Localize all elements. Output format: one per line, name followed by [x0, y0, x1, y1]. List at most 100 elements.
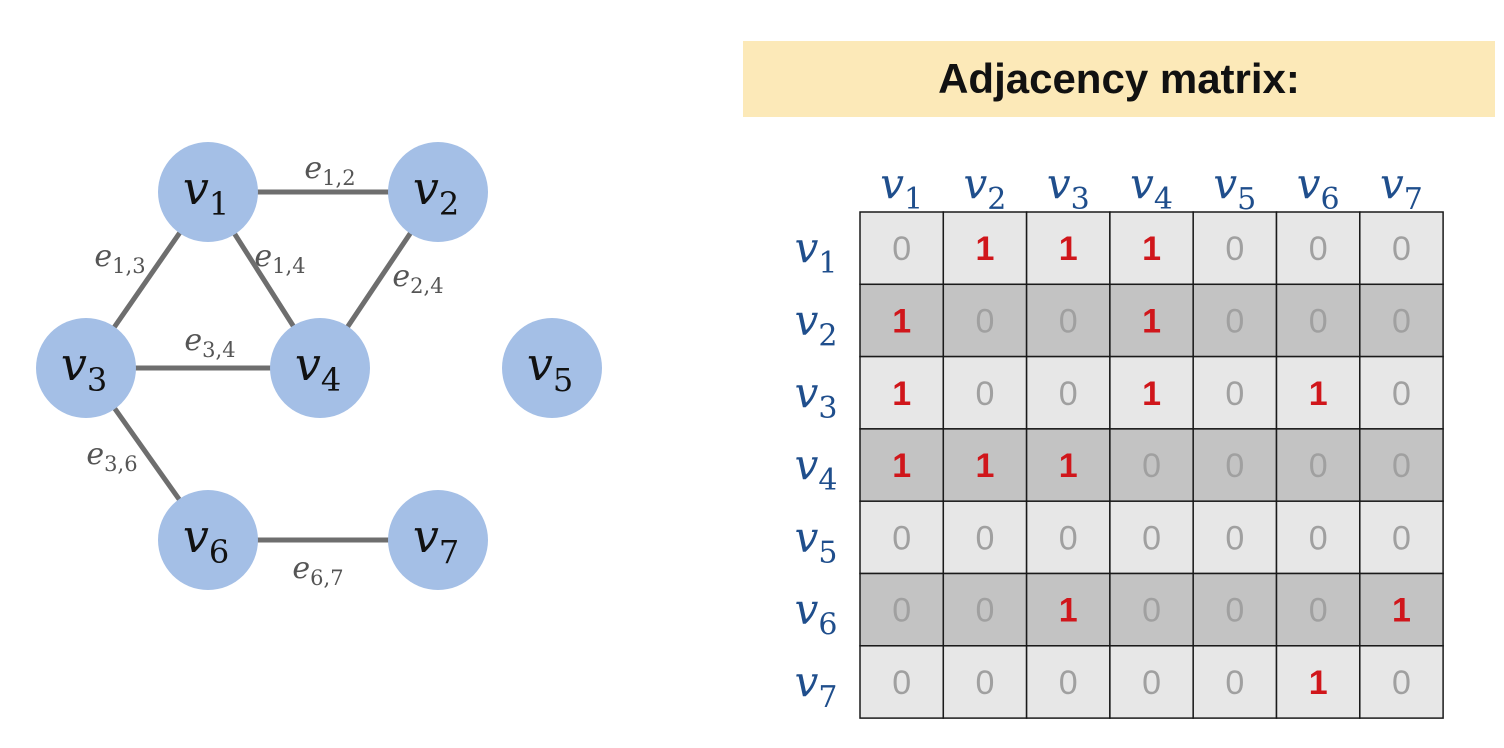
matrix-cell-value: 1: [975, 447, 994, 485]
matrix-cell-value: 0: [1059, 519, 1078, 557]
matrix-cell-bg: [859, 283, 945, 358]
edge-label-1-2: e1,2: [304, 151, 355, 190]
matrix-row: 1 0 0 1 0 0 0: [859, 283, 1444, 358]
nodes-layer: v1 v2 v3 v4 v5 v6 v7: [36, 142, 602, 590]
matrix-cell-bg: [942, 211, 1028, 286]
edge-label-3-6: e3,6: [86, 437, 137, 476]
matrix-cell-value: 0: [1225, 302, 1244, 340]
matrix-cell-bg: [1109, 355, 1194, 430]
matrix-cell-value: 0: [975, 302, 994, 340]
node-circle: [388, 142, 488, 242]
node-v1: v1: [158, 142, 258, 242]
matrix-cell-value: 1: [1059, 592, 1078, 630]
edge-label-2-4: e2,4: [392, 259, 443, 298]
matrix-cell-bg: [859, 645, 945, 719]
matrix-cell-value: 0: [1392, 230, 1411, 268]
matrix-row-label-v4: v4: [795, 440, 838, 498]
node-v3: v3: [36, 318, 136, 418]
matrix-cell-value: 0: [975, 664, 994, 702]
matrix-row-label-v3: v3: [795, 368, 838, 426]
matrix-col-label-v5: v5: [1213, 159, 1256, 217]
node-label-v1: v1: [183, 161, 229, 223]
node-circle: [502, 318, 602, 418]
matrix-cell-bg: [1109, 645, 1194, 719]
matrix-cell-bg: [1275, 572, 1361, 647]
matrix-row-label-v6: v6: [795, 585, 838, 643]
matrix-col-label-v7: v7: [1380, 159, 1423, 217]
matrix-row-label-v5: v5: [795, 512, 838, 570]
matrix-cell-value: 0: [1309, 302, 1328, 340]
node-circle: [158, 490, 258, 590]
matrix-cell-bg: [859, 355, 945, 430]
matrix-cell-value: 1: [892, 302, 911, 340]
matrix-cell-value: 0: [1392, 664, 1411, 702]
matrix-cell-bg: [1359, 500, 1444, 575]
node-label-v6: v6: [183, 509, 229, 571]
matrix-cell-value: 0: [1392, 375, 1411, 413]
matrix-cell-bg: [1109, 211, 1194, 286]
matrix-cell-bg: [859, 428, 945, 502]
matrix-cell-bg: [1192, 645, 1278, 719]
matrix-cell-value: 0: [1142, 592, 1161, 630]
matrix-cell-bg: [1192, 500, 1278, 575]
matrix-row: 0 0 0 0 0 1 0: [859, 645, 1444, 719]
edge-labels-layer: e1,2 e1,3 e1,4 e2,4 e3,4 e3,6 e6,7: [86, 151, 443, 590]
matrix-cell-bg: [1359, 645, 1444, 719]
matrix-cell-value: 1: [1142, 302, 1161, 340]
node-label-v4: v4: [295, 337, 341, 399]
matrix-column-labels: v1 v2 v3 v4 v5 v6 v7: [880, 159, 1423, 217]
node-circle: [388, 490, 488, 590]
edge-label-3-4: e3,4: [184, 323, 235, 362]
matrix-col-label-v4: v4: [1130, 159, 1173, 217]
matrix-cell-value: 0: [1392, 447, 1411, 485]
matrix-cell-value: 0: [975, 592, 994, 630]
matrix-cell-value: 0: [1392, 302, 1411, 340]
matrix-cell-value: 0: [1059, 302, 1078, 340]
node-v5: v5: [502, 318, 602, 418]
matrix-cell-bg: [1192, 355, 1278, 430]
matrix-row-label-v7: v7: [795, 657, 838, 715]
matrix-grid: 0 1 1 1 0 0 01 0 0 1 0 0 01 0 0 1 0 1 01 1 1 0 0 0 00 0 0 0 0 0 00 0 1 0 0…: [859, 211, 1444, 719]
node-v4: v4: [270, 318, 370, 418]
matrix-row-label-v1: v1: [795, 223, 838, 281]
matrix-cell-value: 0: [1225, 447, 1244, 485]
node-circle: [270, 318, 370, 418]
matrix-row-label-v2: v2: [795, 295, 838, 353]
node-label-v7: v7: [413, 509, 459, 571]
matrix-cell-value: 0: [1309, 519, 1328, 557]
matrix-cell-value: 0: [1142, 447, 1161, 485]
node-label-v3: v3: [61, 337, 107, 399]
edge-label-1-4: e1,4: [254, 239, 305, 278]
matrix-cell-value: 0: [1059, 375, 1078, 413]
matrix-cell-bg: [942, 500, 1028, 575]
node-circle: [36, 318, 136, 418]
matrix-cell-bg: [1275, 645, 1361, 719]
matrix-row: 1 1 1 0 0 0 0: [859, 428, 1444, 502]
matrix-cell-bg: [1192, 572, 1278, 647]
node-label-v2: v2: [413, 161, 459, 223]
matrix-cell-bg: [1025, 645, 1111, 719]
matrix-cell-bg: [1275, 500, 1361, 575]
matrix-cell-bg: [1359, 355, 1444, 430]
matrix-col-label-v2: v2: [964, 159, 1007, 217]
matrix-cell-value: 1: [892, 447, 911, 485]
matrix-cell-value: 0: [1392, 519, 1411, 557]
matrix-cell-value: 1: [1392, 592, 1411, 630]
node-v6: v6: [158, 490, 258, 590]
matrix-cell-bg: [1025, 428, 1111, 502]
matrix-cell-bg: [1109, 572, 1194, 647]
edge-label-1-3: e1,3: [94, 239, 145, 278]
matrix-cell-value: 1: [1059, 447, 1078, 485]
matrix-cell-bg: [942, 572, 1028, 647]
matrix-cell-value: 0: [1142, 519, 1161, 557]
matrix-cell-value: 1: [1142, 230, 1161, 268]
matrix-title-banner: Adjacency matrix:: [743, 41, 1495, 117]
matrix-cell-value: 0: [1225, 592, 1244, 630]
matrix-cell-value: 1: [892, 375, 911, 413]
matrix-cell-value: 0: [892, 664, 911, 702]
matrix-cell-value: 0: [892, 230, 911, 268]
matrix-cell-value: 0: [975, 375, 994, 413]
node-v7: v7: [388, 490, 488, 590]
